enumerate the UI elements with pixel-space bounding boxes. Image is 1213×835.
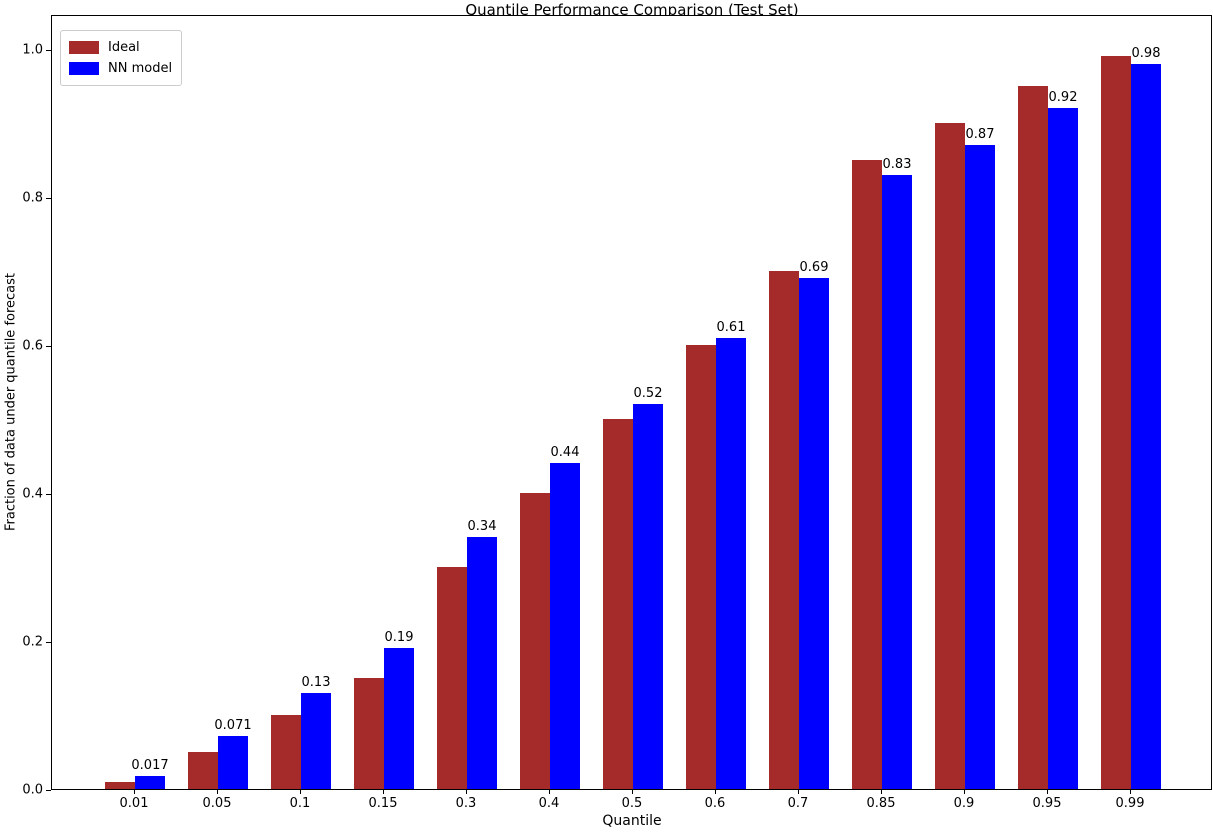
x-tick-mark [632,790,633,794]
y-tick-label: 0.8 [22,190,43,206]
legend-item-ideal: Ideal [69,37,172,58]
y-tick-mark [46,50,51,51]
x-tick-label: 0.01 [119,796,149,811]
bar-ideal [1101,56,1131,789]
y-tick-mark [46,198,51,199]
x-tick-mark [1047,790,1048,794]
bar-nn-model [467,537,497,789]
legend-item-nn-model: NN model [69,58,172,79]
bar-nn-model [965,145,995,789]
bar-value-label: 0.34 [467,519,497,534]
x-tick-label: 0.6 [704,796,726,811]
bar-value-label: 0.92 [1048,90,1078,105]
bar-ideal [271,715,301,789]
y-tick-mark [46,790,51,791]
bar-ideal [1018,86,1048,789]
x-axis-label: Quantile [602,813,662,829]
plot-area: Ideal NN model 0.017 0.071 0.13 0.19 0.34 0.4… [51,15,1212,790]
y-tick-mark [46,346,51,347]
x-tick-mark [134,790,135,794]
y-tick-label: 0.2 [22,634,43,650]
bar-nn-model [633,404,663,789]
bar-value-label: 0.87 [965,127,995,142]
x-tick-label: 0.9 [953,796,975,811]
x-tick-mark [549,790,550,794]
bar-ideal [935,123,965,789]
x-tick-label: 0.05 [202,796,232,811]
bar-nn-model [1131,64,1161,789]
bar-ideal [852,160,882,789]
x-tick-mark [217,790,218,794]
legend-label-ideal: Ideal [108,40,140,55]
x-tick-label: 0.15 [368,796,398,811]
bar-value-label: 0.52 [633,386,663,401]
y-tick-label: 1.0 [22,42,43,58]
bar-value-label: 0.98 [1131,46,1161,61]
bar-value-label: 0.61 [716,320,746,335]
legend: Ideal NN model [60,30,183,86]
bar-nn-model [799,278,829,789]
x-tick-label: 0.5 [621,796,643,811]
bar-value-label: 0.071 [214,718,252,733]
bar-nn-model [135,776,165,789]
bar-nn-model [1048,108,1078,789]
bar-value-label: 0.69 [799,260,829,275]
bar-nn-model [716,338,746,789]
y-tick-mark [46,642,51,643]
bar-nn-model [384,648,414,789]
y-tick-label: 0.0 [22,782,43,798]
x-tick-label: 0.95 [1032,796,1062,811]
x-tick-mark [715,790,716,794]
bar-nn-model [301,693,331,789]
x-tick-mark [798,790,799,794]
chart-title: Quantile Performance Comparison (Test Se… [465,1,799,19]
bar-ideal [105,782,135,789]
bar-value-label: 0.83 [882,157,912,172]
bar-ideal [437,567,467,789]
bar-ideal [188,752,218,789]
y-tick-label: 0.4 [22,486,43,502]
bar-value-label: 0.13 [301,675,331,690]
y-tick-mark [46,494,51,495]
bar-nn-model [882,175,912,789]
bar-ideal [354,678,384,789]
bar-ideal [520,493,550,789]
bar-value-label: 0.19 [384,630,414,645]
x-tick-mark [1130,790,1131,794]
bar-ideal [769,271,799,789]
x-tick-mark [466,790,467,794]
x-tick-mark [964,790,965,794]
x-tick-label: 0.3 [455,796,477,811]
nn-model-color-swatch [69,62,99,75]
x-tick-label: 0.85 [866,796,896,811]
bar-ideal [603,419,633,789]
ideal-color-swatch [69,41,99,54]
bar-value-label: 0.017 [131,758,169,773]
x-tick-label: 0.7 [787,796,809,811]
bar-value-label: 0.44 [550,445,580,460]
bar-nn-model [550,463,580,789]
x-tick-mark [881,790,882,794]
bar-ideal [686,345,716,789]
x-tick-label: 0.99 [1115,796,1145,811]
x-tick-mark [300,790,301,794]
bar-nn-model [218,736,248,789]
x-tick-label: 0.1 [289,796,311,811]
x-tick-mark [383,790,384,794]
y-tick-label: 0.6 [22,338,43,354]
legend-label-nn-model: NN model [108,61,173,76]
x-tick-label: 0.4 [538,796,560,811]
